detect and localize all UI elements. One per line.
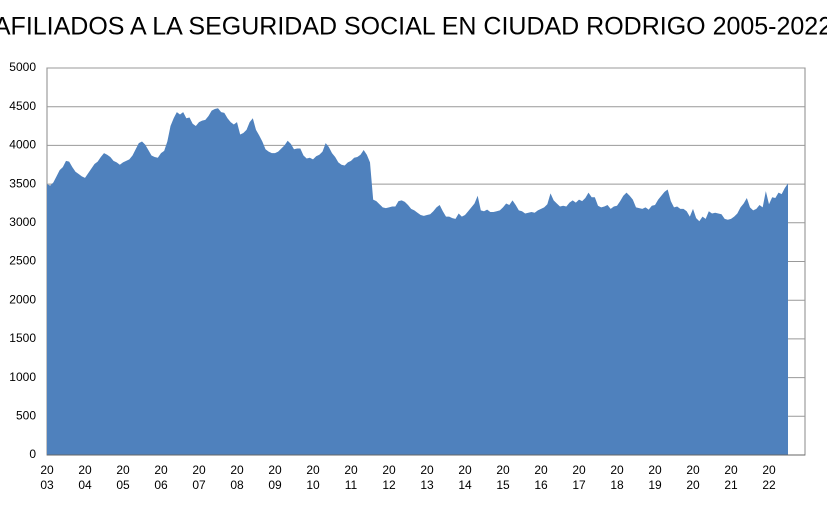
x-tick-label: 2021 xyxy=(724,463,738,492)
x-tick-label: 2003 xyxy=(40,463,54,492)
x-tick-label: 2015 xyxy=(496,463,510,492)
x-tick-label: 2009 xyxy=(268,463,282,492)
x-tick-label: 2017 xyxy=(572,463,586,492)
x-tick-label: 2004 xyxy=(78,463,92,492)
x-tick-label: 2013 xyxy=(420,463,434,492)
y-tick-label: 4000 xyxy=(9,138,36,152)
x-tick-label: 2010 xyxy=(306,463,320,492)
x-tick-label: 2016 xyxy=(534,463,548,492)
area xyxy=(47,108,788,455)
x-tick-label: 2011 xyxy=(344,463,358,492)
x-tick-label: 2020 xyxy=(686,463,700,492)
x-tick-label: 2008 xyxy=(230,463,244,492)
x-tick-label: 2007 xyxy=(192,463,206,492)
y-tick-label: 2500 xyxy=(9,254,36,268)
x-tick-label: 2019 xyxy=(648,463,662,492)
y-tick-label: 500 xyxy=(16,408,36,422)
x-tick-label: 2022 xyxy=(762,463,776,492)
y-tick-label: 1000 xyxy=(9,370,36,384)
y-tick-label: 4500 xyxy=(9,99,36,113)
y-tick-label: 5000 xyxy=(9,60,36,74)
y-tick-label: 3500 xyxy=(9,176,36,190)
y-tick-label: 3000 xyxy=(9,215,36,229)
chart-title: AFILIADOS A LA SEGURIDAD SOCIAL EN CIUDA… xyxy=(0,13,827,41)
x-tick-label: 2014 xyxy=(458,463,472,492)
x-tick-label: 2005 xyxy=(116,463,130,492)
y-tick-label: 0 xyxy=(29,447,36,461)
x-tick-label: 2018 xyxy=(610,463,624,492)
x-tick-label: 2012 xyxy=(382,463,396,492)
y-tick-label: 2000 xyxy=(9,292,36,306)
x-tick-label: 2006 xyxy=(154,463,168,492)
y-tick-label: 1500 xyxy=(9,331,36,345)
